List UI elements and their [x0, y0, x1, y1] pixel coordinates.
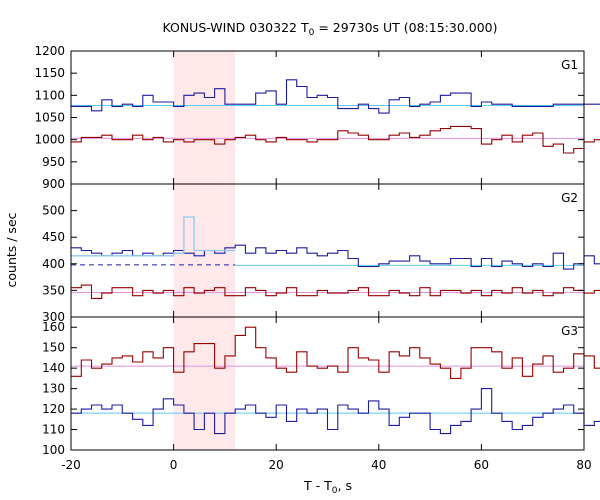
x-tick-label: 80 — [576, 458, 591, 472]
chart-title-subscript: 0 — [309, 28, 315, 38]
y-tick-label: 1050 — [34, 111, 65, 125]
y-tick-label: 150 — [42, 341, 65, 355]
panel-g3: 100 110 120 130 140 150 160 -20 0 20 40 60 80 G3 — [42, 316, 600, 472]
y-axis-label: counts / sec — [4, 212, 19, 287]
x-axis-label-rest: , s — [338, 478, 352, 493]
highlighted-interval-trace — [71, 216, 236, 257]
x-tick-label: 40 — [371, 458, 386, 472]
series-red-step-line — [71, 284, 600, 299]
y-tick-label: 140 — [42, 361, 65, 375]
x-axis-label: T - T0, s — [303, 478, 352, 496]
y-tick-label: 900 — [42, 177, 65, 191]
y-tick-label: 1000 — [34, 133, 65, 147]
y-tick-label: 500 — [42, 204, 65, 218]
chart-title-main: KONUS-WIND 030322 T — [162, 20, 308, 35]
y-tick-label: 100 — [42, 443, 65, 457]
series-blue-step-line — [71, 388, 600, 435]
y-tick-label: 350 — [42, 283, 65, 297]
series-red-step-line — [71, 125, 600, 154]
shaded-interval — [173, 51, 236, 184]
y-tick-label: 450 — [42, 230, 65, 244]
y-tick-label: 130 — [42, 382, 65, 396]
panel-name-label: G2 — [561, 191, 578, 205]
panel-g2: 300 350 400 450 500 G2 — [42, 183, 600, 324]
y-tick-label: 160 — [42, 320, 65, 334]
chart-title-rest: = 29730s UT (08:15:30.000) — [314, 20, 497, 35]
series-red-step-line — [71, 326, 600, 379]
panel-name-label: G3 — [561, 324, 578, 338]
y-tick-label: 950 — [42, 155, 65, 169]
series-blue-step-line — [71, 79, 600, 114]
x-axis-label-main: T - T — [303, 478, 332, 493]
x-tick-label: 60 — [474, 458, 489, 472]
y-tick-label: 400 — [42, 257, 65, 271]
y-tick-label: 1100 — [34, 88, 65, 102]
x-tick-label: 0 — [170, 458, 178, 472]
y-tick-label: 1200 — [34, 44, 65, 58]
panel-frame — [70, 50, 585, 185]
y-tick-label: 120 — [42, 402, 65, 416]
panel-frame — [70, 316, 585, 451]
panel-g1: 900 950 1000 1050 1100 1150 1200 G1 — [34, 44, 600, 191]
x-axis-label-subscript: 0 — [332, 486, 338, 496]
chart-title: KONUS-WIND 030322 T0 = 29730s UT (08:15:… — [162, 20, 497, 38]
y-tick-label: 1150 — [34, 66, 65, 80]
x-tick-label: 20 — [269, 458, 284, 472]
panel-frame — [70, 183, 585, 318]
x-tick-label: -20 — [61, 458, 81, 472]
panel-name-label: G1 — [561, 58, 578, 72]
y-tick-label: 300 — [42, 310, 65, 324]
panel-group: 90095010001050110011501200G1300350400450… — [34, 44, 600, 472]
series-blue-step-line — [71, 244, 600, 270]
y-tick-label: 110 — [42, 423, 65, 437]
